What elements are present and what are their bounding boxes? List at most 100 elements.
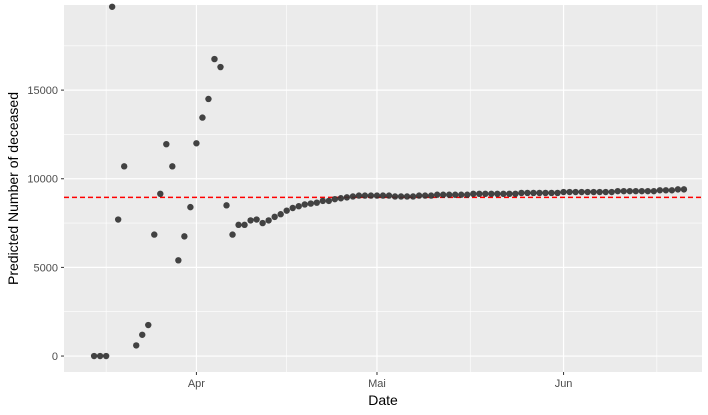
data-point xyxy=(355,192,363,199)
data-point xyxy=(560,188,567,196)
data-point xyxy=(452,191,459,198)
data-point xyxy=(415,192,423,199)
data-point xyxy=(325,197,333,205)
data-point xyxy=(446,191,453,198)
data-point xyxy=(602,188,609,196)
data-point xyxy=(668,187,676,194)
data-point xyxy=(139,331,146,338)
data-point xyxy=(259,219,266,227)
data-point xyxy=(247,217,254,224)
data-point xyxy=(554,189,561,197)
data-point xyxy=(331,195,339,203)
data-point xyxy=(241,221,248,229)
data-point xyxy=(217,63,224,71)
data-point xyxy=(229,231,236,238)
data-point xyxy=(584,188,591,196)
data-point xyxy=(169,163,176,170)
data-point xyxy=(626,187,633,195)
data-point xyxy=(608,188,615,196)
data-point xyxy=(120,163,128,170)
major-gridlines xyxy=(64,5,702,372)
data-point xyxy=(265,217,272,224)
data-point xyxy=(211,55,218,63)
data-point xyxy=(397,193,405,200)
data-point xyxy=(542,189,549,197)
data-point xyxy=(102,352,110,360)
data-point xyxy=(373,192,381,199)
data-point xyxy=(650,187,658,195)
data-point xyxy=(133,342,140,349)
data-point xyxy=(205,95,212,103)
data-point xyxy=(157,190,164,198)
data-point xyxy=(656,187,664,194)
data-point xyxy=(578,188,585,196)
data-point xyxy=(427,192,435,199)
data-point xyxy=(313,199,320,206)
y-tick-label: 0 xyxy=(52,351,58,363)
data-point xyxy=(638,187,646,195)
data-point xyxy=(367,192,375,199)
data-point xyxy=(632,187,639,195)
data-point xyxy=(548,189,555,197)
y-tick-label: 15000 xyxy=(27,85,58,97)
y-tick-label: 10000 xyxy=(27,174,58,186)
data-point xyxy=(181,233,188,240)
data-point xyxy=(271,213,278,221)
data-point xyxy=(114,216,122,223)
data-point xyxy=(301,201,308,208)
data-point xyxy=(494,190,501,198)
data-point xyxy=(530,189,537,197)
data-point xyxy=(433,191,441,198)
data-point xyxy=(518,189,525,197)
data-point xyxy=(90,352,98,360)
data-point xyxy=(488,190,495,198)
data-points xyxy=(90,3,688,360)
data-point xyxy=(283,207,290,214)
data-point xyxy=(349,193,357,200)
x-axis: Apr Mai Jun xyxy=(188,372,573,390)
data-point xyxy=(680,186,688,193)
x-tick-label: Apr xyxy=(188,378,205,390)
data-point xyxy=(379,192,387,199)
data-point xyxy=(295,203,302,210)
x-tick-label: Mai xyxy=(368,378,386,390)
data-point xyxy=(343,194,351,201)
data-point xyxy=(674,186,682,193)
data-point xyxy=(620,187,627,195)
data-point xyxy=(235,221,242,229)
data-point xyxy=(277,211,284,218)
data-point xyxy=(163,140,170,148)
data-point xyxy=(590,188,597,196)
data-point xyxy=(108,3,116,10)
data-point xyxy=(289,204,296,212)
x-axis-title: Date xyxy=(368,392,398,408)
data-point xyxy=(596,188,603,196)
x-tick-label: Jun xyxy=(555,378,573,390)
data-point xyxy=(439,191,447,198)
data-point xyxy=(385,192,393,199)
y-axis-title: Predicted Number of deceased xyxy=(5,92,21,285)
data-point xyxy=(470,190,477,198)
y-tick-label: 5000 xyxy=(34,262,58,274)
data-point xyxy=(662,187,670,194)
data-point xyxy=(512,190,519,198)
data-point xyxy=(476,190,483,198)
data-point xyxy=(409,193,417,200)
data-point xyxy=(193,140,200,147)
data-point xyxy=(319,197,327,205)
y-axis: 0 5000 10000 15000 xyxy=(27,85,64,363)
data-point xyxy=(253,216,260,223)
data-point xyxy=(199,114,206,121)
data-point xyxy=(524,189,531,197)
minor-gridlines xyxy=(64,5,702,372)
plot-panel xyxy=(64,5,702,372)
data-point xyxy=(145,321,152,329)
data-point xyxy=(644,187,652,195)
data-point xyxy=(403,193,411,200)
data-point xyxy=(361,192,369,199)
data-point xyxy=(223,202,230,209)
data-point xyxy=(458,191,465,198)
data-point xyxy=(421,192,429,199)
data-point xyxy=(572,188,579,196)
